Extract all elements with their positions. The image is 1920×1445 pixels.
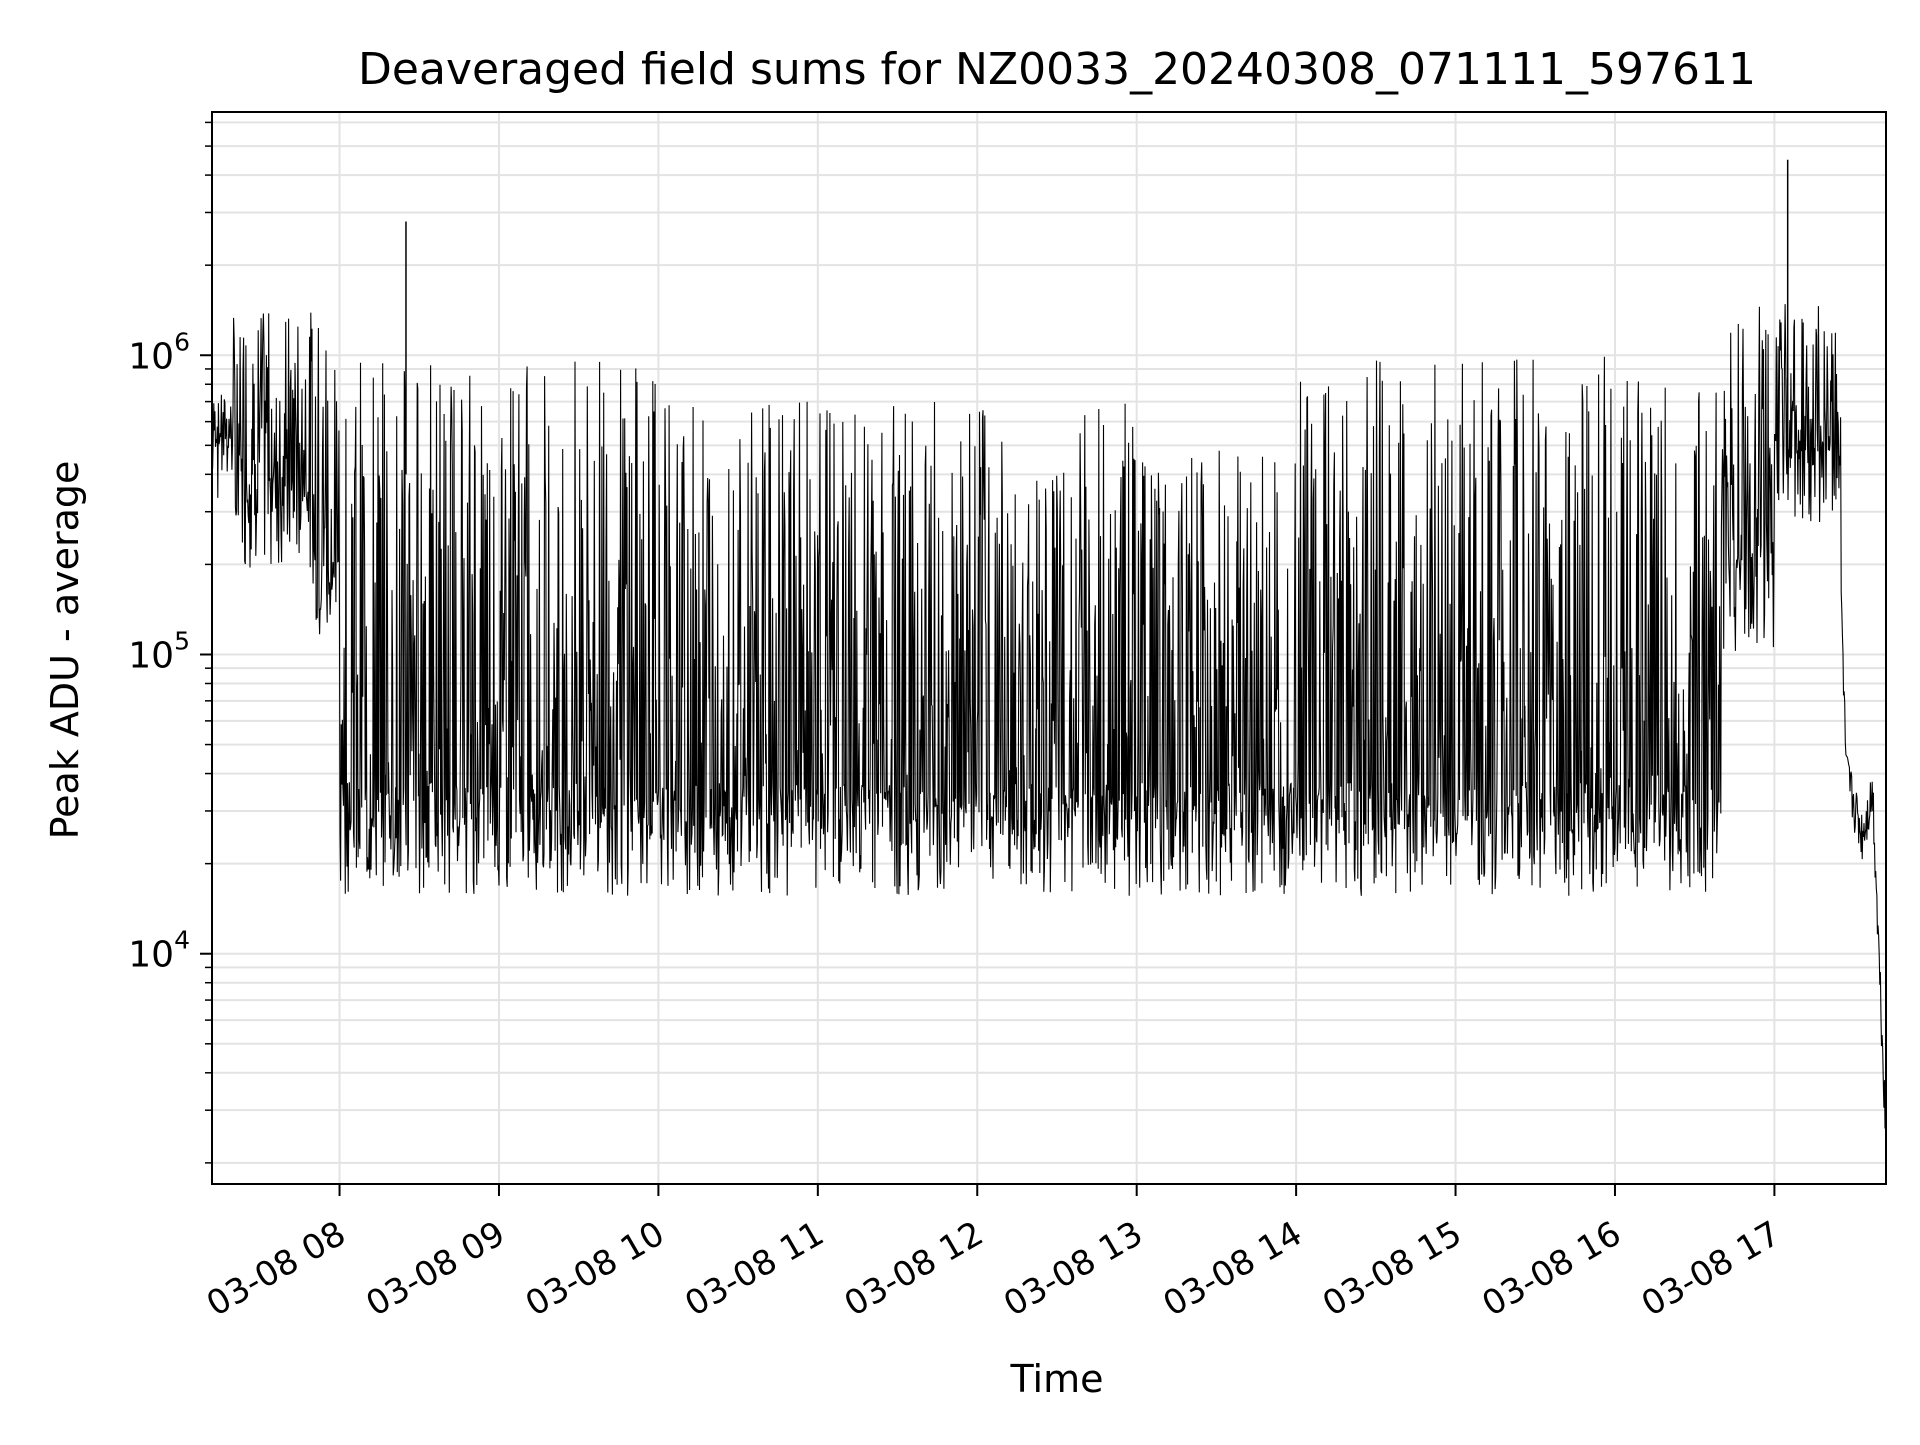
data-line (211, 304, 1887, 1129)
x-axis-label: Time (1010, 1357, 1104, 1401)
chart-title: Deaveraged field sums for NZ0033_2024030… (358, 44, 1756, 95)
y-tick-label: 105 (128, 626, 190, 676)
data-line-layer (211, 159, 1887, 1129)
y-axis-label: Peak ADU - average (43, 461, 87, 840)
y-tick-label: 106 (128, 327, 190, 377)
plot-frame (211, 111, 1887, 1185)
y-axis-ticks: 104 105 106 (128, 121, 212, 1164)
y-tick-label: 104 (128, 926, 190, 976)
